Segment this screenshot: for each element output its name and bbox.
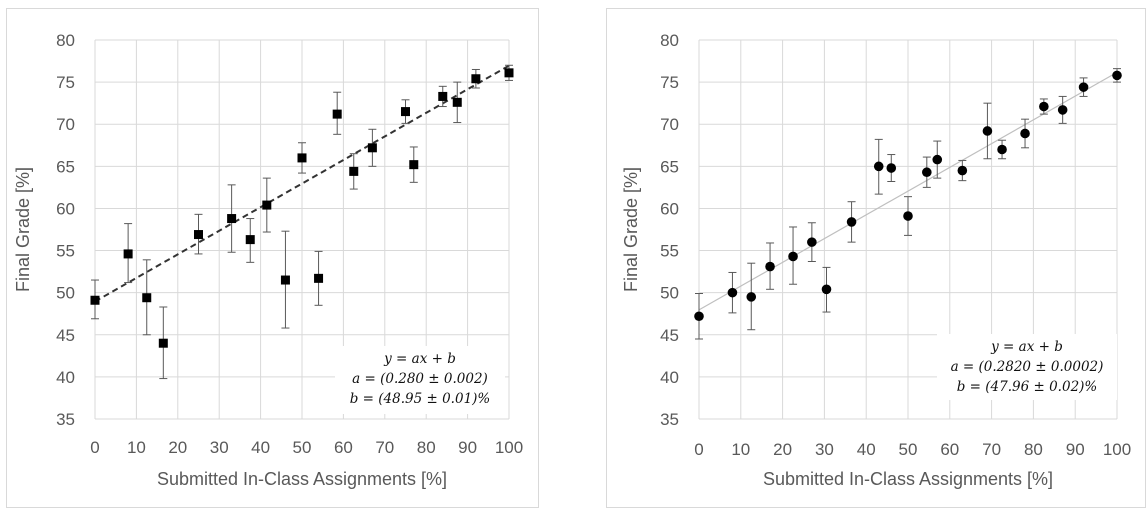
y-tick-label: 75 — [660, 73, 679, 92]
x-tick-label: 60 — [940, 440, 959, 459]
equation-line: y = ax + b — [383, 351, 456, 367]
x-tick-label: 0 — [90, 438, 99, 457]
data-point — [1020, 128, 1030, 139]
y-tick-label: 55 — [56, 242, 75, 261]
data-point — [367, 143, 377, 153]
data-point — [886, 163, 897, 173]
data-point — [1039, 101, 1049, 112]
data-point — [158, 338, 168, 348]
y-tick-label: 50 — [56, 284, 75, 303]
equation-box — [335, 346, 505, 414]
y-tick-label: 65 — [660, 157, 679, 176]
data-point — [746, 292, 757, 302]
data-point — [957, 165, 968, 176]
x-tick-label: 60 — [334, 438, 353, 457]
equation-line: y = ax + b — [990, 339, 1063, 355]
x-tick-label: 70 — [982, 440, 1001, 459]
y-tick-label: 65 — [56, 157, 75, 176]
x-tick-label: 100 — [495, 438, 523, 457]
data-point — [821, 284, 832, 295]
equation-box — [937, 334, 1117, 400]
equation-line: a = (0.280 ± 0.002) — [352, 371, 488, 387]
x-tick-label: 40 — [857, 440, 876, 459]
data-point — [280, 275, 290, 285]
x-tick-label: 50 — [293, 438, 312, 457]
data-point — [997, 144, 1007, 155]
y-tick-label: 55 — [660, 242, 679, 261]
x-tick-label: 100 — [1103, 440, 1131, 459]
data-point — [765, 261, 775, 272]
equation-line: a = (0.2820 ± 0.0002) — [951, 359, 1104, 375]
data-point — [846, 217, 857, 227]
x-tick-label: 10 — [127, 438, 146, 457]
x-tick-label: 40 — [251, 438, 270, 457]
data-point — [932, 154, 943, 165]
data-point — [982, 126, 993, 136]
x-tick-label: 20 — [168, 438, 187, 457]
x-tick-label: 30 — [210, 438, 229, 457]
y-tick-label: 70 — [56, 115, 75, 134]
y-tick-label: 80 — [56, 31, 75, 50]
y-tick-label: 50 — [660, 284, 679, 303]
data-point — [452, 97, 462, 107]
equation-line: b = (47.96 ± 0.02)% — [957, 379, 1098, 395]
scatter-chart-left: 35 40 45 50 55 60 65 70 75 80 0 10 20 30 40 50 60 70 80 90 1… — [13, 31, 523, 489]
x-tick-label: 80 — [417, 438, 436, 457]
y-tick-label: 75 — [56, 73, 75, 92]
data-point — [471, 74, 481, 84]
scatter-chart-right: 35 40 45 50 55 60 65 70 75 80 0 10 20 30 40 50 60 70 80 90 1… — [621, 31, 1131, 489]
y-tick-label: 45 — [56, 326, 75, 345]
y-tick-label: 40 — [56, 368, 75, 387]
x-tick-label: 50 — [899, 440, 918, 459]
data-point — [123, 249, 133, 259]
data-point — [727, 287, 738, 298]
data-point — [90, 295, 100, 305]
y-axis-title: Final Grade [%] — [621, 167, 641, 292]
data-point — [332, 109, 342, 119]
data-point — [922, 167, 932, 178]
y-axis-title: Final Grade [%] — [13, 167, 33, 292]
data-point — [438, 91, 448, 101]
x-tick-label: 90 — [1066, 440, 1085, 459]
x-tick-label: 0 — [694, 440, 703, 459]
y-tick-label: 60 — [56, 199, 75, 218]
data-point — [1078, 82, 1089, 92]
data-point — [314, 273, 324, 283]
data-point — [194, 230, 203, 240]
y-tick-label: 45 — [660, 326, 679, 345]
data-point — [349, 166, 359, 176]
y-tick-label: 35 — [660, 410, 679, 429]
data-point — [142, 293, 152, 303]
data-point — [227, 214, 237, 224]
x-tick-label: 80 — [1024, 440, 1043, 459]
data-point — [1112, 70, 1122, 81]
y-tick-label: 80 — [660, 31, 679, 50]
data-point — [807, 237, 817, 247]
data-point — [873, 161, 884, 172]
x-tick-label: 10 — [731, 440, 750, 459]
y-tick-label: 35 — [56, 410, 75, 429]
data-point — [788, 251, 798, 262]
x-tick-label: 30 — [815, 440, 834, 459]
equation-line: b = (48.95 ± 0.01)% — [350, 391, 491, 407]
data-point — [504, 68, 514, 78]
data-point — [262, 200, 272, 210]
x-tick-label: 90 — [458, 438, 477, 457]
data-point — [245, 235, 255, 245]
data-point — [1057, 105, 1068, 115]
data-point — [401, 107, 410, 117]
data-point — [903, 211, 913, 221]
chart-panel-right: 35 40 45 50 55 60 65 70 75 80 0 10 20 30 40 50 60 70 80 90 1… — [606, 8, 1146, 508]
chart-panel-left: 35 40 45 50 55 60 65 70 75 80 0 10 20 30 40 50 60 70 80 90 1… — [6, 8, 539, 508]
x-tick-label: 20 — [773, 440, 792, 459]
data-point — [409, 160, 419, 170]
y-tick-label: 60 — [660, 199, 679, 218]
data-point — [297, 153, 307, 163]
data-point — [694, 311, 704, 322]
x-axis-title: Submitted In-Class Assignments [%] — [157, 469, 447, 489]
y-tick-label: 40 — [660, 368, 679, 387]
x-axis-title: Submitted In-Class Assignments [%] — [763, 469, 1053, 489]
x-tick-label: 70 — [375, 438, 394, 457]
y-tick-label: 70 — [660, 115, 679, 134]
